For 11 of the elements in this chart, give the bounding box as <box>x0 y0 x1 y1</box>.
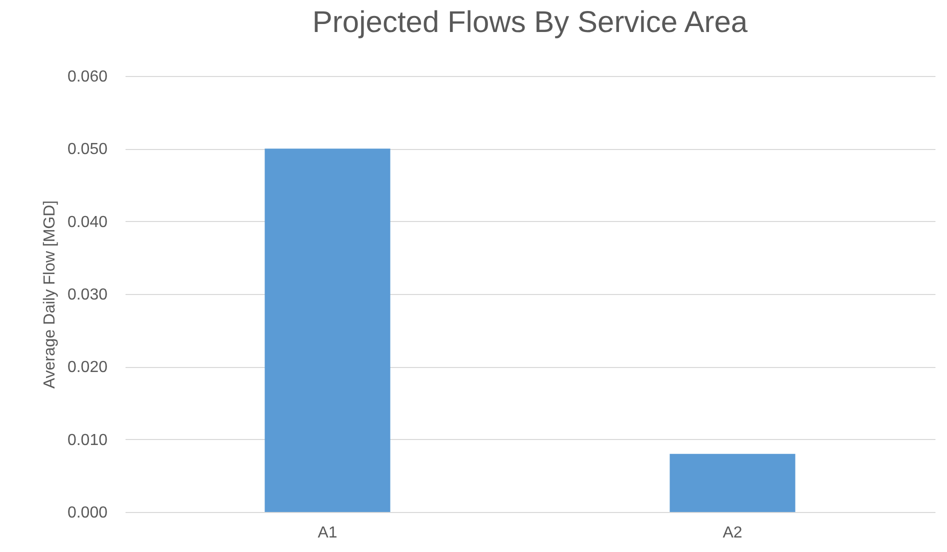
y-tick-label: 0.060 <box>67 68 108 86</box>
y-axis-title: Average Daily Flow [MGD] <box>41 200 58 389</box>
y-tick-label: 0.050 <box>67 141 108 158</box>
x-tick-label: A2 <box>722 524 742 542</box>
y-tick-label: 0.000 <box>67 504 108 522</box>
y-tick-label: 0.020 <box>67 359 108 376</box>
y-tick-label: 0.010 <box>67 432 108 449</box>
y-tick-label: 0.040 <box>67 214 108 231</box>
x-tick-label: A1 <box>318 524 338 542</box>
chart-title: Projected Flows By Service Area <box>312 6 748 39</box>
y-tick-label: 0.030 <box>67 286 108 304</box>
